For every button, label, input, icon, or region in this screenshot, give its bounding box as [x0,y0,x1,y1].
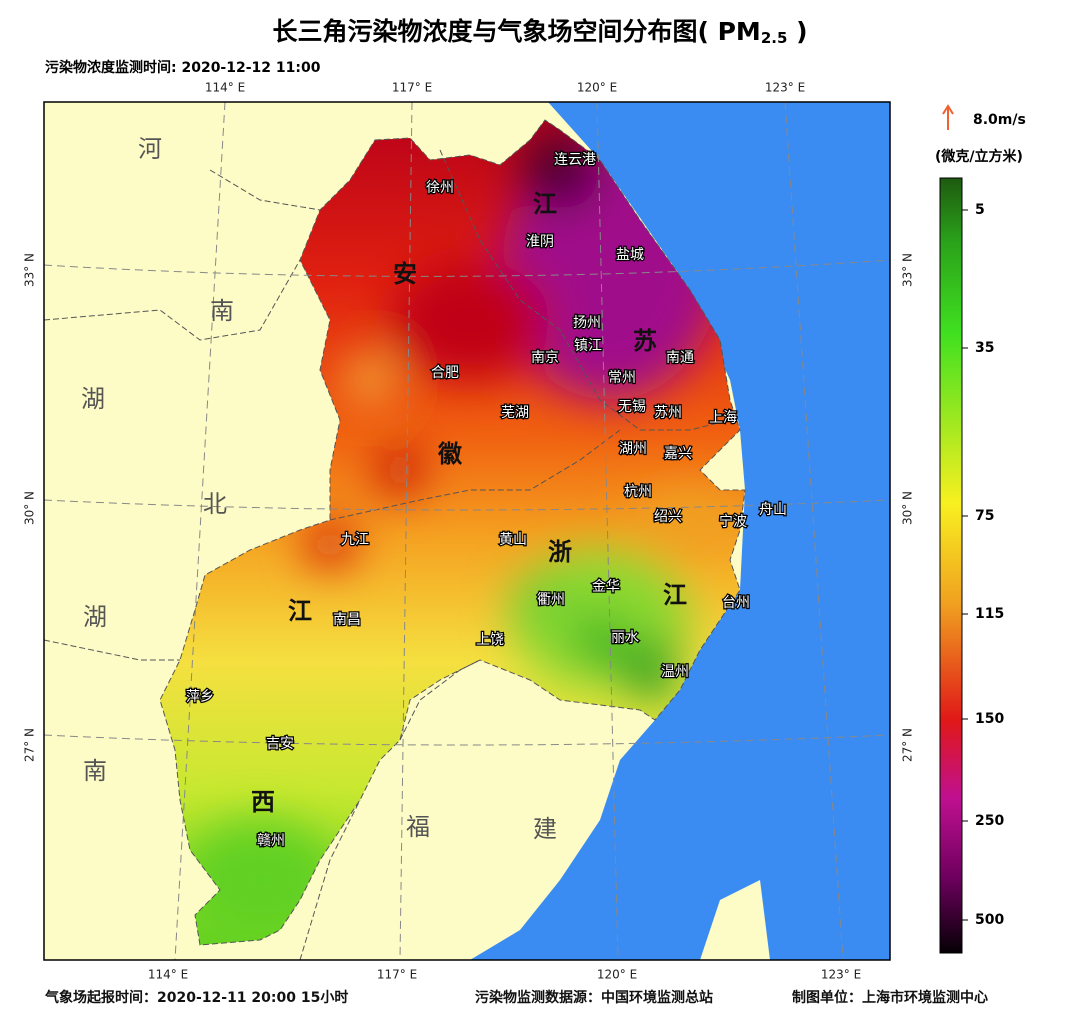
legend-tick-label: 150 [975,711,1004,727]
city-label: 常州 [608,370,636,386]
legend-tick-label: 250 [975,813,1004,829]
latitude-label: 30° N [23,491,37,525]
city-label: 温州 [661,664,689,680]
city-label: 吉安 [266,736,294,752]
latitude-label: 30° N [901,491,915,525]
city-label: 舟山 [759,502,787,518]
province-label: 安 [393,260,417,288]
province-label: 徽 [437,440,463,468]
unit-label: (微克/立方米) [935,148,1023,165]
longitude-label: 117° E [377,968,417,982]
province-label: 苏 [633,327,657,355]
province-label: 南 [210,297,234,325]
city-label: 上饶 [476,632,504,648]
wind-label: 8.0m/s [973,112,1026,128]
city-label: 苏州 [654,405,682,421]
city-label: 合肥 [431,365,459,381]
latitude-label: 27° N [901,728,915,762]
city-label: 金华 [592,579,620,595]
city-label: 绍兴 [654,509,682,525]
longitude-label: 120° E [577,81,617,95]
province-label: 浙 [548,538,572,566]
city-label: 南京 [531,350,559,366]
wind-arrow [942,104,954,130]
map-maker: 制图单位：上海市环境监测中心 [792,989,988,1006]
monitor-time: 污染物浓度监测时间: 2020-12-12 11:00 [45,59,321,76]
color-bar [939,177,963,954]
province-label: 北 [203,490,227,518]
legend-tick-label: 35 [975,340,994,356]
title-main: 长三角污染物浓度与气象场空间分布图( PM [272,17,760,46]
latitude-label: 33° N [901,253,915,287]
province-label: 江 [663,581,687,609]
map-frame [43,101,891,961]
province-label: 福 [406,813,430,841]
longitude-label: 120° E [597,968,637,982]
city-label: 湖州 [619,441,647,457]
city-label: 盐城 [616,247,644,263]
city-label: 宁波 [719,513,747,530]
legend-tick-label: 500 [975,912,1004,928]
city-label: 连云港 [554,152,596,168]
province-label: 南 [83,757,107,785]
city-label: 镇江 [574,338,602,354]
city-label: 南昌 [333,612,361,628]
city-label: 杭州 [624,484,652,500]
data-source: 污染物监测数据源：中国环境监测总站 [475,989,713,1006]
province-label: 河 [138,135,162,163]
province-label: 湖 [83,603,107,631]
city-label: 扬州 [573,315,601,331]
city-label: 台州 [722,595,750,611]
city-label: 淮阴 [526,234,554,250]
province-label: 西 [251,788,275,816]
city-label: 南通 [666,350,694,366]
title: 长三角污染物浓度与气象场空间分布图( PM2.5 ) [272,17,807,47]
city-label: 徐州 [426,180,454,196]
city-label: 萍乡 [186,689,214,705]
province-label: 建 [533,815,557,843]
city-label: 丽水 [611,630,639,646]
legend-tick-label: 5 [975,202,985,218]
city-label: 黄山 [499,531,527,548]
title-end: ) [787,17,807,46]
title-sub: 2.5 [761,29,788,47]
legend-tick-label: 115 [975,606,1004,622]
province-label: 江 [533,190,557,218]
city-label: 衢州 [537,591,565,608]
province-label: 湖 [81,385,105,413]
map-area [44,102,890,960]
city-label: 赣州 [257,833,285,849]
city-label: 九江 [341,532,369,548]
city-label: 芜湖 [501,404,529,421]
legend-tick-label: 75 [975,508,994,524]
latitude-label: 27° N [23,728,37,762]
latitude-label: 33° N [23,253,37,287]
forecast-time: 气象场起报时间：2020-12-11 20:00 15小时 [44,989,348,1006]
longitude-label: 123° E [821,968,861,982]
city-label: 无锡 [618,399,646,415]
city-label: 上海 [709,410,737,426]
longitude-label: 123° E [765,81,805,95]
province-label: 江 [288,597,312,625]
longitude-label: 117° E [392,81,432,95]
longitude-label: 114° E [148,968,188,982]
longitude-label: 114° E [205,81,245,95]
city-label: 嘉兴 [664,446,692,462]
